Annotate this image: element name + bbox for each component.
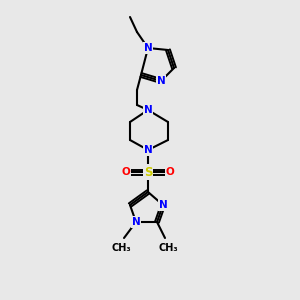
Text: N: N <box>144 43 152 53</box>
Text: N: N <box>159 200 167 210</box>
Text: N: N <box>144 145 152 155</box>
Text: S: S <box>144 166 152 178</box>
Text: N: N <box>144 105 152 115</box>
Text: N: N <box>132 217 140 227</box>
Text: O: O <box>122 167 130 177</box>
Text: CH₃: CH₃ <box>158 243 178 253</box>
Text: CH₃: CH₃ <box>111 243 131 253</box>
Text: O: O <box>166 167 174 177</box>
Text: N: N <box>157 76 165 86</box>
